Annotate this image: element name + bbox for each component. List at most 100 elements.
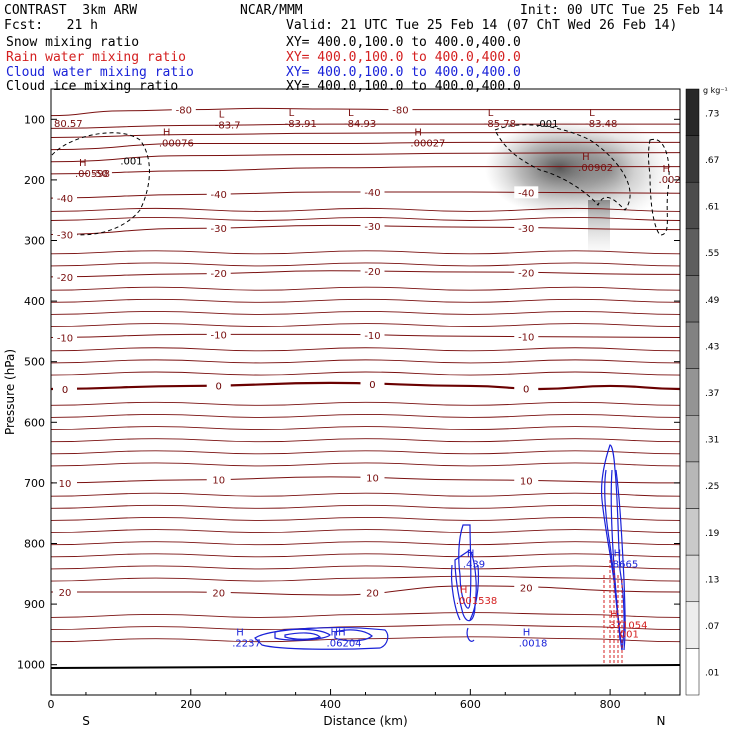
org-label: NCAR/MMM — [240, 3, 303, 18]
temperature-label: -40 — [57, 194, 73, 205]
temperature-label: -80 — [176, 106, 192, 117]
temperature-label-bg — [514, 221, 539, 234]
temperature-contour-minor — [51, 438, 680, 443]
cloud-ice-label-value: .001 — [120, 157, 142, 168]
temperature-label-bg — [514, 186, 539, 199]
temperature-label: -10 — [518, 333, 534, 344]
temperature-label-bg — [206, 473, 231, 486]
high-low-value: -84.93 — [344, 119, 376, 130]
cloud-water-label-marker: HH — [331, 627, 346, 638]
temperature-label: -40 — [518, 188, 534, 199]
high-low-marker: L — [348, 108, 354, 119]
temperature-contour-minor — [51, 553, 680, 558]
temperature-label-bg — [206, 267, 231, 280]
temperature-label: -30 — [518, 224, 534, 235]
temperature-label: 10 — [366, 474, 379, 485]
temperature-label: -20 — [518, 269, 534, 280]
temperature-contour — [51, 224, 680, 235]
temperature-label-bg — [53, 476, 77, 489]
temperature-contour — [51, 132, 680, 138]
high-low-value: .00027 — [410, 139, 445, 150]
temperature-label: 10 — [59, 479, 72, 490]
x-tick-label: 0 — [48, 698, 55, 711]
colorbar-label: .01 — [705, 669, 719, 679]
temperature-label-bg — [514, 474, 539, 487]
temperature-label-bg — [206, 328, 231, 341]
colorbar-label: .43 — [705, 342, 719, 352]
temperature-contour — [51, 191, 680, 199]
y-tick-label: 700 — [24, 477, 45, 490]
high-low-marker: H — [582, 152, 590, 163]
colorbar: .73 .67 .61 .55 .49 .43 .37 .31 .25 .19 .13 .07 .01 g… — [685, 86, 728, 696]
field-name-rain: Rain water mixing ratio — [6, 50, 187, 65]
temperature-label: -30 — [211, 224, 227, 235]
forecast-hour: Fcst: 21 h — [4, 18, 98, 33]
colorbar-label: .49 — [705, 296, 720, 306]
temperature-label: 20 — [520, 584, 533, 595]
model-title: CONTRAST 3km ARW — [4, 3, 138, 18]
colorbar-swatch — [685, 554, 700, 603]
temperature-contour-minor — [51, 529, 680, 534]
cloud-ice-contour-east — [494, 124, 631, 211]
temperature-label: -20 — [364, 267, 380, 278]
temperature-contour — [51, 585, 680, 596]
temperature-contour — [51, 107, 680, 117]
x-tick-label: 600 — [460, 698, 481, 711]
colorbar-swatch — [685, 88, 700, 136]
cloud-water-label-marker: H — [523, 627, 531, 638]
temperature-label-bg — [206, 379, 231, 392]
temperature-label-bg — [514, 581, 539, 594]
temperature-label-bg — [360, 586, 385, 599]
cloud-water-label-marker: H — [614, 549, 622, 560]
high-low-value: .00076 — [159, 139, 194, 150]
high-low-value: -83.91 — [285, 119, 317, 130]
high-low-value: -83.48 — [585, 119, 617, 130]
temperature-label-bg — [388, 103, 413, 116]
temperature-contour-minor — [51, 371, 680, 376]
y-tick-label: 300 — [24, 235, 45, 248]
temperature-label-bg — [206, 586, 231, 599]
high-low-marker: H — [163, 128, 171, 139]
temperature-label-bg — [206, 221, 231, 234]
temperature-contour-minor — [51, 262, 680, 267]
temperature-label-bg — [514, 382, 539, 395]
temperature-contour-minor — [51, 541, 680, 546]
temperature-label: -10 — [211, 330, 227, 341]
init-time: Init: 00 UTC Tue 25 Feb 14 — [520, 3, 724, 18]
y-tick-label: 900 — [24, 598, 45, 611]
colorbar-swatch — [685, 181, 700, 230]
x-end-label-right: N — [657, 714, 666, 728]
high-low-marker: H — [414, 128, 422, 139]
cloud-water-label-value: .06204 — [327, 638, 362, 649]
cloud-water-label-value: .0018 — [519, 638, 548, 649]
temperature-label-bg — [360, 377, 385, 390]
high-low-value: .00598 — [75, 169, 110, 180]
temperature-label: 20 — [212, 589, 225, 600]
cloud-water-label-marker: H — [236, 627, 244, 638]
snow-shading-outer — [550, 120, 670, 220]
colorbar-swatch — [685, 461, 700, 509]
temperature-label: -40 — [211, 190, 227, 201]
rain-water-label-value: .001538 — [456, 596, 497, 607]
temperature-contour-minor — [51, 450, 680, 455]
field-name-snow: Snow mixing ratio — [6, 35, 140, 50]
temperature-contour — [51, 166, 680, 175]
colorbar-label: .73 — [705, 109, 719, 119]
y-tick-label: 600 — [24, 416, 45, 429]
temperature-contour-minor — [51, 426, 680, 431]
snow-shading-tail — [588, 200, 610, 255]
temperature-label-bg — [53, 192, 77, 205]
temperature-contour-minor — [51, 504, 680, 509]
field-xy-snow: XY= 400.0,100.0 to 400.0,400.0 — [286, 35, 521, 50]
temperature-label-bg — [87, 166, 112, 179]
high-low-value: -85.78 — [484, 119, 516, 130]
temperature-label-bg — [360, 471, 385, 484]
colorbar-swatch — [685, 415, 700, 463]
high-low-value: .00902 — [578, 163, 613, 174]
colorbar-label: .13 — [705, 575, 719, 585]
y-tick-label: 200 — [24, 174, 45, 187]
colorbar-swatch — [685, 135, 700, 183]
high-low-value: .0023 — [659, 175, 688, 186]
temperature-contour — [51, 476, 680, 484]
